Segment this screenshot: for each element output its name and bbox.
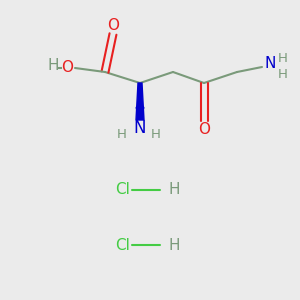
Text: O: O bbox=[107, 17, 119, 32]
Text: O: O bbox=[198, 122, 210, 137]
Text: Cl: Cl bbox=[115, 182, 130, 197]
Text: H: H bbox=[151, 128, 161, 142]
Text: N: N bbox=[134, 119, 146, 137]
Text: H: H bbox=[47, 58, 59, 74]
Text: H: H bbox=[168, 238, 179, 253]
Text: O: O bbox=[61, 61, 73, 76]
Text: N: N bbox=[264, 56, 276, 71]
Text: H: H bbox=[168, 182, 179, 197]
Text: H: H bbox=[117, 128, 127, 142]
Text: Cl: Cl bbox=[115, 238, 130, 253]
Text: H: H bbox=[278, 68, 288, 80]
Text: H: H bbox=[278, 52, 288, 64]
Polygon shape bbox=[136, 83, 144, 120]
